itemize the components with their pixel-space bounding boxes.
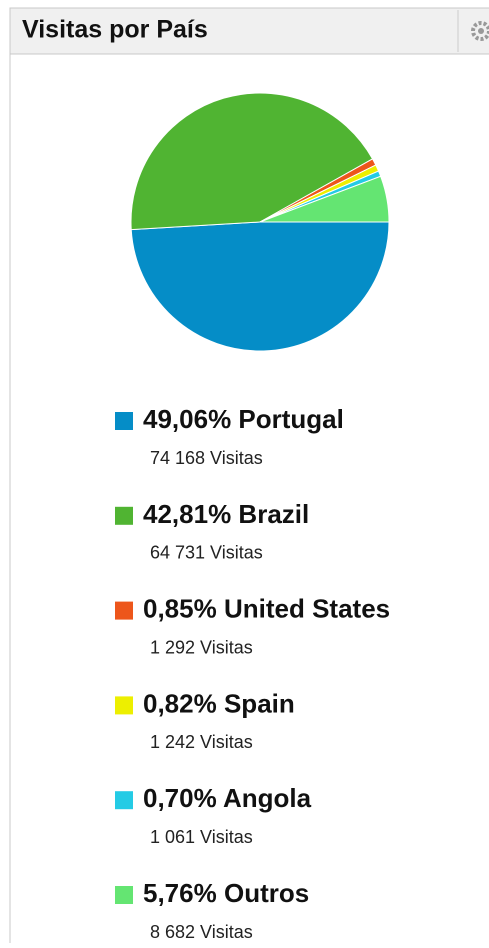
legend-visits: 1 061 Visitas [150,827,253,847]
legend-name: Portugal [238,404,343,434]
pie-slice [130,221,390,352]
legend-label: 5,76% Outros [143,878,309,908]
pie-slice [130,92,374,231]
legend-visits: 8 682 Visitas [150,922,253,942]
legend-value: 49,06% [143,404,231,434]
pie-slice [259,175,390,223]
legend-swatch [115,601,133,620]
legend-value: 0,82% [143,688,217,718]
chart-title: Visitas por País [22,16,208,44]
legend-name: Spain [224,688,295,718]
legend-swatch [115,696,133,715]
legend-name: United States [224,593,390,623]
header [9,7,489,55]
legend-swatch [115,886,133,904]
legend-label: 42,81% Brazil [143,499,309,529]
legend-name: Outros [224,878,309,908]
legend-label: 0,85% United States [143,593,390,623]
legend-label: 0,82% Spain [143,688,295,718]
legend-swatch [115,506,133,525]
settings-icon[interactable] [471,21,489,41]
legend-value: 42,81% [143,499,231,529]
legend-value: 5,76% [143,878,217,908]
legend-swatch [115,412,133,430]
legend-name: Brazil [238,499,309,529]
legend-visits: 1 292 Visitas [150,637,253,657]
legend-visits: 1 242 Visitas [150,732,253,752]
legend-value: 0,70% [143,783,217,813]
legend-name: Angola [223,783,312,813]
legend-visits: 64 731 Visitas [150,543,263,563]
legend-value: 0,85% [143,593,217,623]
legend-label: 49,06% Portugal [143,404,344,434]
legend-swatch [115,791,133,810]
legend-visits: 74 168 Visitas [150,448,263,468]
legend-label: 0,70% Angola [143,783,312,813]
